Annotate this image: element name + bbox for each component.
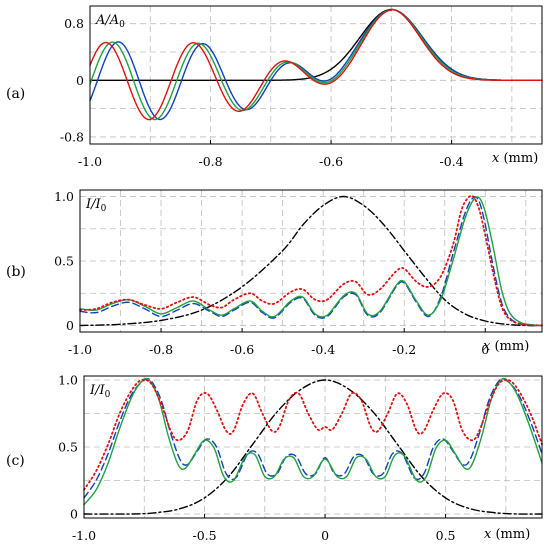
panel-b-ylabel-main: I/I (85, 197, 102, 212)
series-line-2 (83, 377, 543, 499)
series-line-1 (83, 379, 543, 515)
panel-c-series (83, 377, 543, 515)
panel-a: (a) -1.0 -0.8 -0.6 -0.40.80-0.8 A/A0 x (mm) (6, 5, 543, 169)
series-line-3 (89, 8, 543, 121)
series-line-1 (79, 195, 543, 327)
panel-b-series (79, 194, 543, 327)
x-tick-label: -0.8 (198, 154, 222, 169)
x-tick-label: -0.6 (319, 154, 343, 169)
y-tick-label: 1.0 (54, 189, 74, 204)
panel-b-ticks: -1.0 -0.8 -0.6 -0.4 -0.2 0 1.0 0.5 0 (54, 189, 489, 357)
panel-c-grid (84, 376, 542, 518)
panel-a-xlabel-var: x (492, 151, 500, 166)
panel-b-ylabel: I/I0 (85, 197, 107, 214)
x-tick-label: 0.5 (436, 528, 456, 543)
panel-c-tag: (c) (6, 453, 25, 469)
panel-a-ylabel-main: A/A (95, 13, 119, 28)
series-line-3 (83, 377, 543, 506)
x-tick-label: -0.4 (311, 342, 335, 357)
panel-a-ticks: -1.0 -0.8 -0.6 -0.4 0.8 0 -0.8 (60, 16, 464, 169)
panel-c: (c) -1.0 -0.5 0 0.51.00.50 I/I0 x (mm) (6, 373, 543, 543)
x-tick-label: -1.0 (78, 154, 102, 169)
y-tick-label: 0.8 (64, 16, 84, 31)
series-line-2 (79, 196, 543, 327)
panel-b-frame (79, 189, 543, 333)
panel-a-ylabel-sub: 0 (119, 20, 125, 30)
series-line-2 (89, 8, 543, 121)
panel-b-xlabel-unit: (mm) (490, 339, 529, 354)
x-tick-label: -1.0 (68, 342, 92, 357)
panel-c-ticks: -1.0 -0.5 0 0.5 1.0 0.5 0 (58, 373, 455, 543)
panel-c-xlabel: x (mm) (484, 527, 530, 542)
panel-b-ylabel-sub: 0 (101, 204, 107, 214)
panel-c-ylabel-main: I/I (89, 383, 106, 398)
panel-c-ylabel: I/I0 (89, 383, 111, 400)
panel-c-ylabel-sub: 0 (105, 390, 111, 400)
y-tick-label: 0 (76, 73, 84, 88)
x-tick-label: -1.0 (72, 528, 96, 543)
panel-b-grid (80, 190, 542, 332)
x-tick-label: -0.5 (192, 528, 216, 543)
series-line-1 (89, 8, 543, 81)
panel-a-xlabel-unit: (mm) (499, 151, 538, 166)
panel-c-xlabel-unit: (mm) (491, 527, 530, 542)
x-tick-label: 0 (321, 528, 329, 543)
series-line-4 (79, 194, 543, 327)
x-tick-label: -0.4 (440, 154, 464, 169)
y-tick-label: 1.0 (58, 373, 78, 388)
x-tick-label: -0.6 (230, 342, 254, 357)
panel-b-xlabel-var: x (483, 339, 491, 354)
y-tick-label: 0 (66, 318, 74, 333)
y-tick-label: 0 (70, 506, 78, 521)
panel-b-tag: (b) (6, 264, 26, 280)
y-tick-label: 0.5 (54, 254, 74, 269)
x-tick-label: -0.8 (149, 342, 173, 357)
y-tick-label: -0.8 (60, 129, 84, 144)
panel-a-xlabel: x (mm) (492, 151, 538, 166)
panel-a-grid (90, 6, 542, 144)
x-tick-label: 0 (481, 342, 489, 357)
panel-a-series (89, 8, 543, 121)
panel-b: (b) -1.0 -0.8 -0.6 -0.4 -0.2 01.00.50 I/I0 x … (6, 189, 543, 357)
panel-a-frame (89, 5, 543, 145)
series-line-4 (83, 378, 543, 491)
x-tick-label: -0.2 (392, 342, 416, 357)
y-tick-label: 0.5 (58, 440, 78, 455)
panel-c-frame (83, 375, 543, 519)
panel-c-xlabel-var: x (484, 527, 492, 542)
panel-b-xlabel: x (mm) (483, 339, 529, 354)
panel-a-tag: (a) (6, 86, 25, 102)
series-line-3 (79, 196, 543, 327)
panel-a-ylabel: A/A0 (95, 13, 125, 30)
series-line-4 (89, 8, 543, 121)
